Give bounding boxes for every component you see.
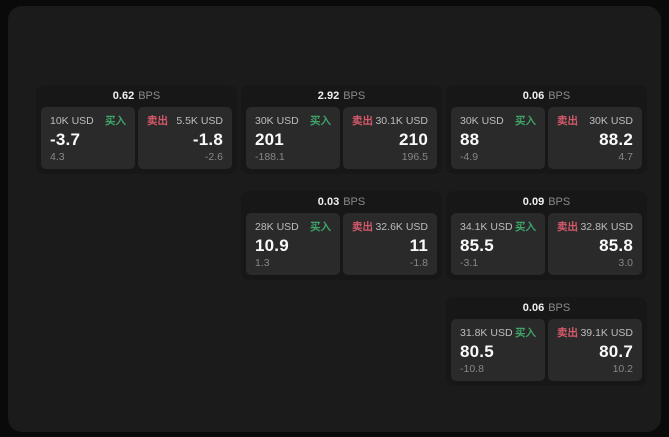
spread-header: 0.06 BPS [446,297,647,319]
spread-header: 2.92 BPS [241,85,442,107]
sell-panel[interactable]: 卖出 5.5K USD -1.8 -2.6 [138,107,232,169]
buy-size: 10K USD [50,114,94,127]
spread-value: 0.06 [522,90,545,102]
buy-delta: -188.1 [255,151,285,163]
spread-value: 0.09 [522,196,545,208]
sell-price: 88.2 [599,129,633,149]
buy-delta: -4.9 [460,151,479,163]
quote-panels: 28K USD 买入 10.9 1.3 卖出 32.6K USD 11 -1.8 [246,213,437,275]
spread-header: 0.62 BPS [36,85,237,107]
buy-panel[interactable]: 30K USD 买入 88 -4.9 [451,107,545,169]
sell-side-label: 卖出 [352,221,373,233]
quote-panels: 34.1K USD 买入 85.5 -3.1 卖出 32.8K USD 85.8… [451,213,642,275]
buy-delta: 4.3 [50,151,65,163]
quote-card[interactable]: 0.62 BPS 10K USD 买入 -3.7 4.3 卖出 5.5K USD [36,85,237,174]
sell-delta: 4.7 [618,151,633,163]
spread-unit: BPS [138,90,161,102]
buy-side-label: 买入 [105,115,126,127]
spread-header: 0.09 BPS [446,191,647,213]
spread-unit: BPS [343,196,366,208]
sell-price: 11 [409,235,428,255]
sell-side-label: 卖出 [352,115,373,127]
quote-card[interactable]: 0.03 BPS 28K USD 买入 10.9 1.3 卖出 32.6K USD [241,191,442,280]
buy-delta: -10.8 [460,363,484,375]
buy-size: 30K USD [460,114,504,127]
buy-size: 28K USD [255,220,299,233]
spread-header: 0.06 BPS [446,85,647,107]
buy-size: 31.8K USD [460,326,513,339]
quote-panels: 30K USD 买入 201 -188.1 卖出 30.1K USD 210 1… [246,107,437,169]
sell-size: 32.8K USD [580,220,633,233]
spread-header: 0.03 BPS [241,191,442,213]
sell-price: -1.8 [192,129,223,149]
sell-size: 30.1K USD [375,114,428,127]
sell-size: 39.1K USD [580,326,633,339]
buy-size: 34.1K USD [460,220,513,233]
buy-price: 88 [460,129,480,149]
quote-panels: 31.8K USD 买入 80.5 -10.8 卖出 39.1K USD 80.… [451,319,642,381]
spread-value: 0.62 [112,90,135,102]
buy-side-label: 买入 [310,221,331,233]
sell-delta: 196.5 [401,151,428,163]
quotes-grid: 0.62 BPS 10K USD 买入 -3.7 4.3 卖出 5.5K USD [36,85,647,386]
buy-price: 10.9 [255,235,289,255]
buy-side-label: 买入 [515,221,536,233]
sell-delta: 3.0 [618,257,633,269]
buy-panel[interactable]: 34.1K USD 买入 85.5 -3.1 [451,213,545,275]
sell-price: 80.7 [599,341,633,361]
sell-panel[interactable]: 卖出 32.6K USD 11 -1.8 [343,213,437,275]
spread-value: 2.92 [317,90,340,102]
buy-side-label: 买入 [515,115,536,127]
sell-side-label: 卖出 [147,115,168,127]
quote-panels: 30K USD 买入 88 -4.9 卖出 30K USD 88.2 4.7 [451,107,642,169]
quote-panels: 10K USD 买入 -3.7 4.3 卖出 5.5K USD -1.8 -2.… [41,107,232,169]
buy-delta: -3.1 [460,257,479,269]
buy-panel[interactable]: 10K USD 买入 -3.7 4.3 [41,107,135,169]
sell-size: 30K USD [589,114,633,127]
sell-delta: -2.6 [204,151,223,163]
buy-size: 30K USD [255,114,299,127]
sell-panel[interactable]: 卖出 30K USD 88.2 4.7 [548,107,642,169]
sell-panel[interactable]: 卖出 32.8K USD 85.8 3.0 [548,213,642,275]
buy-side-label: 买入 [310,115,331,127]
sell-side-label: 卖出 [557,115,578,127]
spread-value: 0.06 [522,302,545,314]
quote-card[interactable]: 2.92 BPS 30K USD 买入 201 -188.1 卖出 30.1K U… [241,85,442,174]
buy-price: 85.5 [460,235,494,255]
spread-unit: BPS [548,196,571,208]
app-window: 0.62 BPS 10K USD 买入 -3.7 4.3 卖出 5.5K USD [8,6,661,432]
spread-unit: BPS [343,90,366,102]
buy-panel[interactable]: 31.8K USD 买入 80.5 -10.8 [451,319,545,381]
buy-side-label: 买入 [515,327,536,339]
quote-card[interactable]: 0.09 BPS 34.1K USD 买入 85.5 -3.1 卖出 32.8K … [446,191,647,280]
sell-delta: 10.2 [612,363,633,375]
quote-card[interactable]: 0.06 BPS 31.8K USD 买入 80.5 -10.8 卖出 39.1K… [446,297,647,386]
sell-side-label: 卖出 [557,327,578,339]
sell-size: 5.5K USD [176,114,223,127]
spread-unit: BPS [548,302,571,314]
spread-value: 0.03 [317,196,340,208]
buy-price: 80.5 [460,341,494,361]
sell-price: 85.8 [599,235,633,255]
buy-delta: 1.3 [255,257,270,269]
buy-panel[interactable]: 28K USD 买入 10.9 1.3 [246,213,340,275]
buy-price: 201 [255,129,284,149]
spread-unit: BPS [548,90,571,102]
buy-panel[interactable]: 30K USD 买入 201 -188.1 [246,107,340,169]
quote-card[interactable]: 0.06 BPS 30K USD 买入 88 -4.9 卖出 30K USD [446,85,647,174]
sell-delta: -1.8 [409,257,428,269]
buy-price: -3.7 [50,129,81,149]
sell-price: 210 [399,129,428,149]
sell-panel[interactable]: 卖出 30.1K USD 210 196.5 [343,107,437,169]
sell-panel[interactable]: 卖出 39.1K USD 80.7 10.2 [548,319,642,381]
sell-size: 32.6K USD [375,220,428,233]
sell-side-label: 卖出 [557,221,578,233]
